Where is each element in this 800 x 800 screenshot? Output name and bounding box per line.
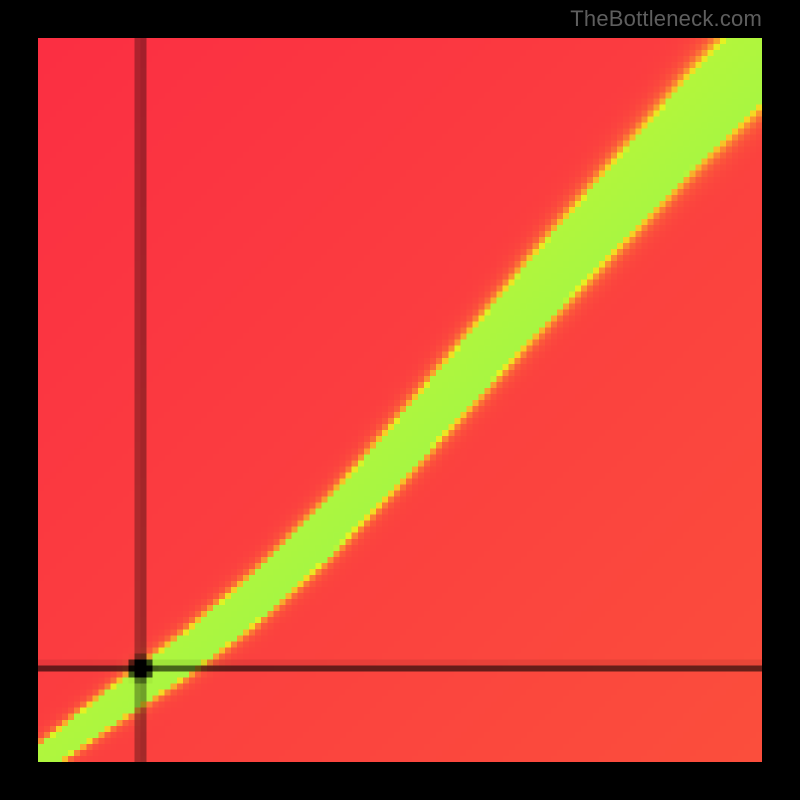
bottleneck-heatmap [38, 38, 762, 762]
chart-container: TheBottleneck.com [0, 0, 800, 800]
attribution-label: TheBottleneck.com [570, 6, 762, 32]
